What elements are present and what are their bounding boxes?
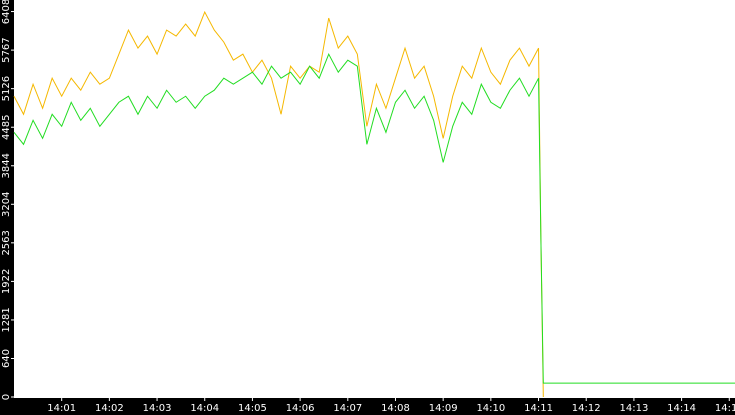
y-tick-label: 1281 [1, 307, 12, 332]
x-tick-label: 14:06 [286, 403, 315, 414]
x-tick-label: 14:14 [667, 403, 696, 414]
x-tick-label: 14:15 [715, 403, 735, 414]
x-tick-label: 14:11 [524, 403, 553, 414]
x-tick-label: 14:12 [572, 403, 601, 414]
x-tick-label: 14:10 [476, 403, 505, 414]
y-tick-label: 5767 [1, 37, 12, 62]
y-tick-label: 0 [1, 394, 12, 400]
series-line [13, 10, 544, 398]
x-tick-label: 14:07 [333, 403, 362, 414]
y-tick-label: 4485 [1, 114, 12, 139]
x-tick-label: 14:02 [95, 403, 124, 414]
x-axis-strip [0, 398, 735, 415]
x-tick-label: 14:04 [190, 403, 219, 414]
series-line [13, 52, 735, 384]
x-tick-label: 14:09 [429, 403, 458, 414]
x-tick-label: 14:08 [381, 403, 410, 414]
x-tick-label: 14:03 [143, 403, 172, 414]
x-tick-label: 14:01 [47, 403, 76, 414]
y-tick-label: 3844 [1, 153, 12, 178]
y-axis-strip [0, 0, 14, 415]
y-tick-label: 1922 [1, 269, 12, 294]
x-tick-label: 14:05 [238, 403, 267, 414]
y-tick-label: 3204 [1, 192, 12, 217]
y-tick-label: 640 [1, 349, 12, 368]
y-tick-label: 2563 [1, 230, 12, 255]
y-tick-label: 5126 [1, 76, 12, 101]
x-tick-label: 14:13 [619, 403, 648, 414]
y-tick-label: 6408 [1, 0, 12, 24]
